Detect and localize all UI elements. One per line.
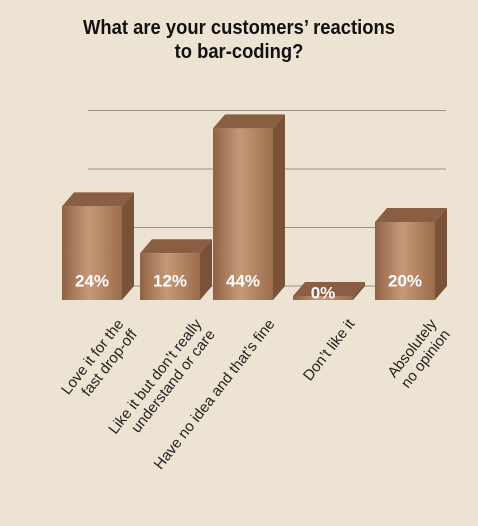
bar [62, 192, 134, 300]
bar [140, 239, 212, 300]
value-label: 0% [311, 283, 336, 302]
value-label: 12% [153, 271, 187, 290]
bar [293, 282, 365, 300]
value-label: 44% [226, 271, 260, 290]
chart-title: What are your customers’ reactions to ba… [83, 17, 395, 63]
bar [375, 208, 447, 300]
value-label: 20% [388, 271, 422, 290]
value-label: 24% [75, 271, 109, 290]
bar [213, 114, 285, 301]
